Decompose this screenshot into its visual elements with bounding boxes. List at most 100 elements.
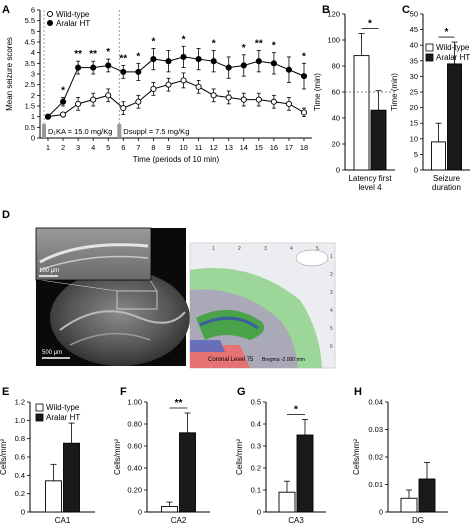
panel-label-g: G xyxy=(237,386,246,398)
y-tick-label: 0 xyxy=(414,166,418,175)
y-tick-label: 15 xyxy=(410,119,418,128)
legend-label: Wild-type xyxy=(46,403,80,412)
legend-label: Aralar HT xyxy=(56,19,90,28)
category-label: level 4 xyxy=(358,183,382,192)
y-tick-label: 5.5 xyxy=(25,16,35,25)
x-tick-label: 2 xyxy=(61,143,65,152)
chart-b-latency: 0 20 40 60 80 100 120 Time (min) * Latency firstl… xyxy=(313,10,395,192)
atlas-top-tick-label: 5 xyxy=(316,246,319,252)
significance-marker: * xyxy=(106,47,110,58)
y-axis-label: Cells/mm² xyxy=(235,439,244,475)
data-point-wildtype xyxy=(150,85,157,92)
y-tick-label: 0 xyxy=(138,508,142,517)
y-tick-label: 0.4 xyxy=(251,420,261,429)
atlas-hippocampus xyxy=(196,309,265,340)
x-tick-label: 10 xyxy=(179,143,187,152)
y-tick-label: 20 xyxy=(410,103,418,112)
atlas-side-tick-label: 2 xyxy=(330,272,333,278)
data-point-aralar xyxy=(44,113,52,120)
x-tick-label: 7 xyxy=(136,143,140,152)
atlas-bregma-label: Bregma -2.000 mm xyxy=(262,357,305,363)
inset-connector-line xyxy=(39,279,118,292)
panel-label-a: A xyxy=(2,4,10,16)
bar-aralar xyxy=(179,432,196,513)
bar-wildtype xyxy=(161,506,178,513)
legend-swatch xyxy=(35,413,44,422)
dose-annotation-label: Dsuppl = 7.5 mg/Kg xyxy=(123,127,189,136)
data-point-wildtype xyxy=(195,83,202,90)
y-tick-label: 1.2 xyxy=(15,398,25,407)
significance-marker: ** xyxy=(119,53,127,64)
data-point-aralar xyxy=(225,64,232,71)
significance-marker: * xyxy=(445,27,449,38)
category-label: DG xyxy=(412,516,424,525)
category-label: CA1 xyxy=(55,516,71,525)
y-tick-label: 10 xyxy=(410,134,418,143)
legend-label: Aralar HT xyxy=(46,413,80,422)
data-point-aralar xyxy=(210,58,217,65)
y-tick-label: 0.04 xyxy=(368,398,383,407)
atlas-top-tick-label: 4 xyxy=(290,246,293,252)
y-tick-label: 5 xyxy=(414,150,418,159)
data-point-aralar xyxy=(150,56,157,63)
bar-wildtype xyxy=(45,480,62,513)
y-tick-label: 0.02 xyxy=(368,453,383,462)
data-point-aralar xyxy=(180,53,187,60)
data-point-wildtype xyxy=(210,92,217,99)
x-tick-label: 15 xyxy=(255,143,263,152)
bar-wildtype xyxy=(353,55,370,171)
x-axis-label: Time (periods of 10 min) xyxy=(133,155,220,164)
y-tick-label: 0.3 xyxy=(251,442,261,451)
legend-swatch xyxy=(425,43,434,52)
y-tick-label: 40 xyxy=(332,114,340,123)
atlas-grid-ticks: 1 2 3 4 5 1 2 3 4 5 6 xyxy=(212,246,333,350)
atlas-top-tick-label: 3 xyxy=(264,246,267,252)
bar-aralar xyxy=(296,434,314,513)
y-tick-label: 0.6 xyxy=(15,453,25,462)
atlas-side-tick-label: 5 xyxy=(330,326,333,332)
atlas-ca-field xyxy=(199,316,259,330)
inset-selection-box xyxy=(116,290,158,310)
category-label: Seizure xyxy=(433,174,461,183)
data-point-wildtype xyxy=(165,81,172,88)
chart-f-ca2: 0 0.20 0.40 0.60 0.80 1.00 Cells/mm² ** CA2 xyxy=(113,398,210,525)
x-tick-label: 9 xyxy=(166,143,170,152)
y-tick-label: 2 xyxy=(31,91,35,100)
data-point-aralar xyxy=(240,62,247,69)
legend-label: Aralar HT xyxy=(436,53,470,62)
y-tick-label: 0.1 xyxy=(251,486,261,495)
legend-swatch xyxy=(35,403,44,412)
legend-swatch xyxy=(425,53,434,62)
y-tick-label: 0 xyxy=(379,508,383,517)
y-tick-label: 35 xyxy=(410,56,418,65)
data-point-wildtype xyxy=(180,77,187,84)
chart-g-ca3: 0 0.1 0.2 0.3 0.4 0.5 Cells/mm² * CA3 xyxy=(235,398,326,525)
y-tick-label: 4 xyxy=(31,48,35,57)
y-tick-label: 60 xyxy=(332,88,340,97)
chart-h-dg: 0 0.01 0.02 0.03 0.04 Cells/mm² DG xyxy=(352,398,448,525)
y-tick-label: 4.5 xyxy=(25,38,35,47)
significance-marker: * xyxy=(212,39,216,50)
y-tick-label: 0.40 xyxy=(127,464,142,473)
cortex-trace xyxy=(69,332,151,346)
data-point-wildtype xyxy=(60,111,67,118)
data-point-aralar xyxy=(105,62,112,69)
category-label: Latency first xyxy=(348,174,392,183)
data-point-wildtype xyxy=(225,94,232,101)
data-point-wildtype xyxy=(90,96,97,103)
dose-marker-bar xyxy=(117,124,122,138)
inset-connector-line xyxy=(149,279,158,292)
significance-marker: * xyxy=(272,41,276,52)
category-label: duration xyxy=(432,183,461,192)
y-tick-label: 3.5 xyxy=(25,59,35,68)
atlas-level-label: Coronal Level 75 xyxy=(208,357,254,363)
data-point-aralar xyxy=(60,98,67,105)
significance-marker: * xyxy=(61,85,65,96)
y-tick-label: 0.4 xyxy=(15,471,25,480)
y-tick-label: 0 xyxy=(31,134,35,143)
data-point-wildtype xyxy=(300,109,308,116)
x-tick-label: 1 xyxy=(46,143,50,152)
significance-marker: * xyxy=(182,34,186,45)
y-tick-label: 1.0 xyxy=(15,416,25,425)
data-point-aralar xyxy=(195,56,202,63)
